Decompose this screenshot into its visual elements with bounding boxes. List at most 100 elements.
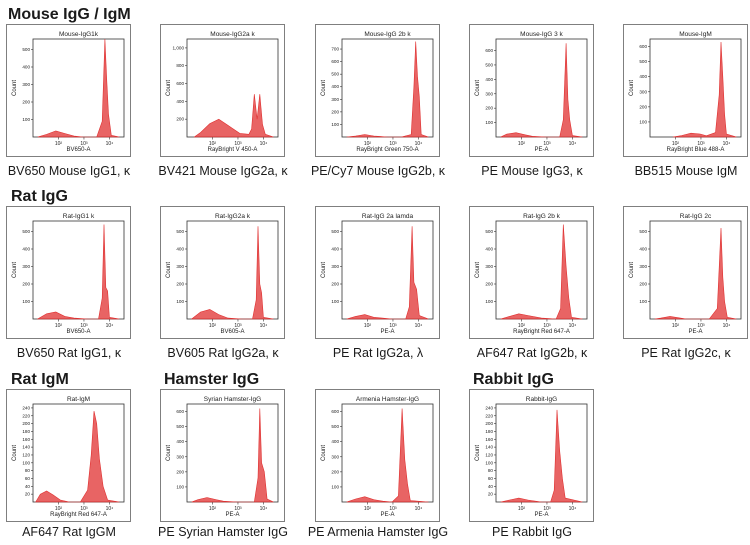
y-tick-label: 200 [22,282,30,287]
y-tick-label: 180 [22,429,30,434]
panel-caption: PE/Cy7 Mouse IgG2b, κ [310,164,446,178]
y-tick-label: 500 [331,72,339,77]
y-tick-label: 240 [485,405,493,410]
panel-caption: PE Rat IgG2a, λ [332,346,424,360]
plot-area [32,38,125,138]
y-tick-label: 1,000 [173,45,185,50]
x-tick-label: 10⁴ [260,323,268,329]
histogram-series [37,38,120,138]
x-tick-label: 10³ [543,506,551,512]
y-axis-label: Count [475,262,481,278]
x-tick-label: 10² [55,323,63,329]
histogram-chart: Rat-IgG 2a lamda 100 200 300 400 500 Count 10² 1… [321,213,434,335]
y-tick-label: 200 [331,109,339,114]
histogram-series [500,409,583,503]
y-tick-label: 400 [331,247,339,252]
x-axis-label: PE-A [380,329,394,335]
y-tick-label: 400 [22,65,30,70]
plot-title: Rat-IgG1 k [63,213,95,220]
y-tick-label: 500 [485,62,493,67]
plot-title: Mouse-IgM [679,31,712,38]
plot-title: Mouse-IgG 3 k [520,31,563,38]
x-tick-label: 10³ [543,323,551,329]
panel-caption: AF647 Rat IgG2b, κ [476,346,588,360]
x-tick-label: 10³ [389,141,397,147]
panel-caption: BB515 Mouse IgM [634,164,738,178]
histogram-series [346,226,429,320]
x-tick-label: 10² [209,141,217,147]
y-axis-label: Count [12,80,18,96]
histogram-chart: Rat-IgM 20 40 60 80 100 120 140 160 180 200 220 240 C… [12,396,125,518]
x-axis-label: BV605-A [220,329,244,335]
y-tick-label: 100 [331,484,339,489]
y-tick-label: 100 [639,299,647,304]
histogram-chart: Syrian Hamster-IgG 100 200 300 400 500 600 Coun… [166,396,279,518]
y-tick-label: 200 [176,117,184,122]
y-tick-label: 140 [22,445,30,450]
x-tick-label: 10² [209,506,217,512]
x-tick-label: 10³ [697,323,705,329]
y-tick-label: 600 [176,81,184,86]
histogram-series [190,226,274,320]
histogram-panel: Rabbit-IgG 20 40 60 80 100 120 140 160 180 200 220 2… [469,389,594,522]
plot-title: Armenia Hamster-IgG [356,396,419,403]
y-tick-label: 100 [22,299,30,304]
y-tick-label: 400 [639,247,647,252]
panel-caption: BV605 Rat IgG2a, κ [167,346,279,360]
y-tick-label: 200 [176,469,184,474]
y-tick-label: 400 [176,439,184,444]
x-axis-label: PE-A [534,512,548,518]
histogram-chart: Rat-IgG1 k 100 200 300 400 500 Count 10² 10³ 10⁴ B… [12,213,125,335]
x-tick-label: 10³ [389,506,397,512]
plot-area [341,403,434,503]
x-axis-label: PE-A [380,512,394,518]
x-axis-label: RayBright Red 647-A [50,512,107,518]
x-tick-label: 10² [364,141,372,147]
histogram-chart: Rat-IgG 2c 100 200 300 400 500 Count 10² 10³ 10⁴ P… [629,213,742,335]
y-tick-label: 500 [331,229,339,234]
x-axis-label: RayBright Green 750-A [356,147,418,153]
x-tick-label: 10² [55,141,63,147]
y-tick-label: 300 [331,264,339,269]
x-axis-label: RayBright Blue 488-A [667,147,725,153]
x-tick-label: 10³ [697,141,705,147]
y-tick-label: 300 [485,91,493,96]
plot-area [186,220,279,320]
section-title-hamster: Hamster IgG [164,371,260,388]
histogram-panel: Mouse-IgG 3 k 100 200 300 400 500 600 Count 10² 1… [469,24,594,157]
y-tick-label: 600 [639,44,647,49]
plot-title: Rat-IgG2a k [215,213,251,220]
panel-caption: BV650 Mouse IgG1, κ [7,164,131,178]
y-tick-label: 200 [485,421,493,426]
histogram-series [191,408,274,503]
y-tick-label: 20 [488,492,494,497]
y-tick-label: 400 [176,99,184,104]
y-axis-label: Count [12,262,18,278]
panel-caption: PE Syrian Hamster IgG [158,525,288,539]
plot-area [495,38,588,138]
panel-caption: PE Rat IgG2c, κ [641,346,731,360]
y-tick-label: 200 [331,469,339,474]
plot-area [649,220,742,320]
x-tick-label: 10² [364,506,372,512]
histogram-series [654,227,737,320]
plot-area [32,220,125,320]
section-title-rabbit: Rabbit IgG [473,371,554,388]
x-tick-label: 10³ [234,141,242,147]
y-tick-label: 600 [331,409,339,414]
histogram-panel: Mouse-IgG1k 100 200 300 400 500 Count 10² 10³ 10⁴… [6,24,131,157]
histogram-series [193,94,274,138]
y-tick-label: 500 [22,47,30,52]
plot-title: Rat-IgM [67,396,90,403]
y-tick-label: 500 [639,59,647,64]
y-tick-label: 100 [485,460,493,465]
y-tick-label: 700 [331,47,339,52]
histogram-panel: Rat-IgG 2a lamda 100 200 300 400 500 Count 10² 1… [315,206,440,339]
y-tick-label: 400 [485,247,493,252]
y-axis-label: Count [12,445,18,461]
y-tick-label: 400 [176,247,184,252]
y-tick-label: 100 [485,299,493,304]
x-tick-label: 10² [672,141,680,147]
y-tick-label: 500 [22,229,30,234]
y-tick-label: 120 [485,452,493,457]
